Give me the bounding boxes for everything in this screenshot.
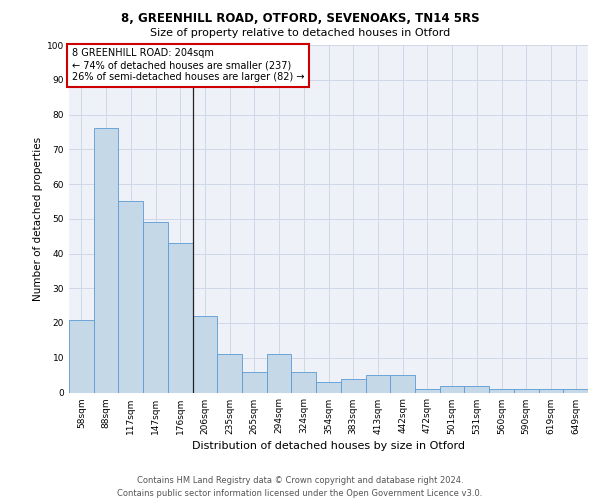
Bar	[94, 128, 118, 392]
Bar	[217, 354, 242, 393]
Text: 8, GREENHILL ROAD, OTFORD, SEVENOAKS, TN14 5RS: 8, GREENHILL ROAD, OTFORD, SEVENOAKS, TN…	[121, 12, 479, 26]
Y-axis label: Number of detached properties: Number of detached properties	[33, 136, 43, 301]
Bar	[242, 372, 267, 392]
Bar	[489, 389, 514, 392]
Bar	[390, 375, 415, 392]
Bar	[440, 386, 464, 392]
Bar	[292, 372, 316, 392]
Bar	[193, 316, 217, 392]
Bar	[267, 354, 292, 393]
Bar	[168, 243, 193, 392]
Text: Size of property relative to detached houses in Otford: Size of property relative to detached ho…	[150, 28, 450, 38]
X-axis label: Distribution of detached houses by size in Otford: Distribution of detached houses by size …	[192, 440, 465, 450]
Bar	[563, 389, 588, 392]
Bar	[514, 389, 539, 392]
Bar	[69, 320, 94, 392]
Bar	[316, 382, 341, 392]
Bar	[143, 222, 168, 392]
Bar	[118, 202, 143, 392]
Bar	[341, 378, 365, 392]
Text: Contains HM Land Registry data © Crown copyright and database right 2024.
Contai: Contains HM Land Registry data © Crown c…	[118, 476, 482, 498]
Bar	[365, 375, 390, 392]
Bar	[415, 389, 440, 392]
Bar	[464, 386, 489, 392]
Bar	[539, 389, 563, 392]
Text: 8 GREENHILL ROAD: 204sqm
← 74% of detached houses are smaller (237)
26% of semi-: 8 GREENHILL ROAD: 204sqm ← 74% of detach…	[71, 48, 304, 82]
